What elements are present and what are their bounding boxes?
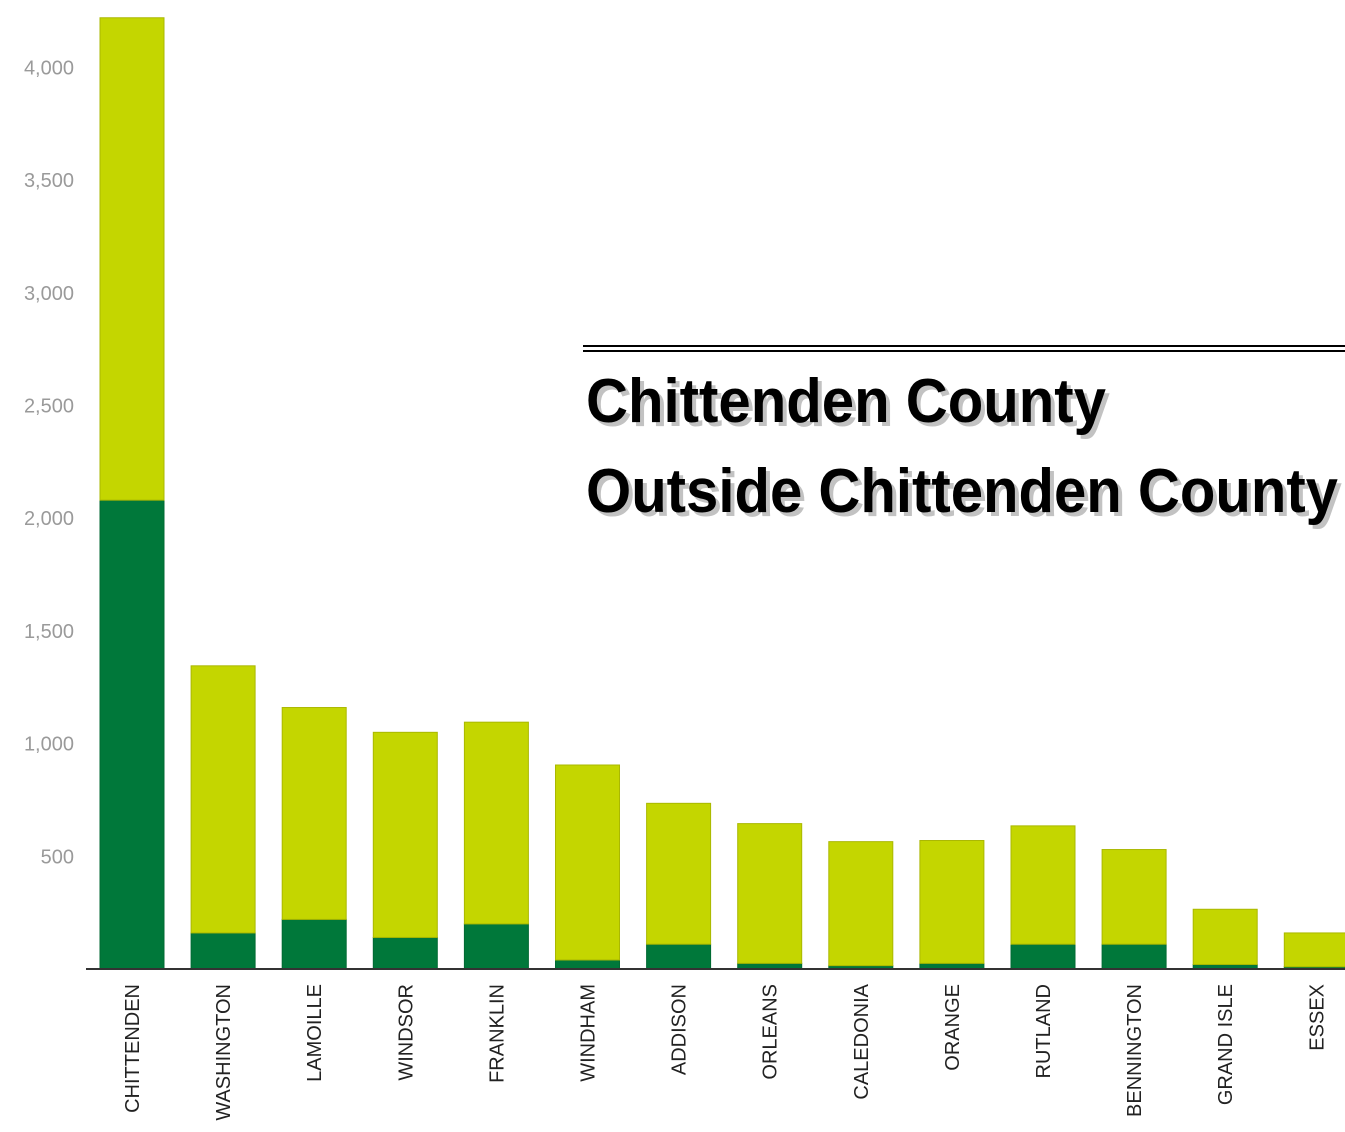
bar-segment-chittenden-county	[646, 943, 712, 970]
bar-segment-chittenden-county	[99, 499, 165, 970]
bar-segment-outside-chittenden	[1101, 849, 1167, 945]
bar-segment-outside-chittenden	[1192, 908, 1258, 965]
bar-segment-chittenden-county	[372, 936, 438, 970]
bar-segment-outside-chittenden	[1283, 932, 1345, 968]
bar-segment-outside-chittenden	[190, 665, 256, 934]
x-tick-label: FRANKLIN	[486, 984, 508, 1083]
bar-segment-outside-chittenden	[555, 764, 620, 961]
legend-entry-chittenden: Chittenden County	[586, 367, 1106, 436]
bar-segment-chittenden-county	[463, 923, 529, 970]
x-tick-label: ESSEX	[1306, 984, 1328, 1051]
bar-segment-outside-chittenden	[737, 823, 803, 964]
bar-segment-chittenden-county	[1101, 943, 1167, 970]
x-tick-label: ORLEANS	[760, 984, 782, 1080]
x-tick-label: RUTLAND	[1033, 984, 1055, 1078]
bar-segment-outside-chittenden	[463, 721, 529, 925]
legend-entry-2-shadow: Outside Chittenden County	[590, 461, 1342, 530]
y-axis: 500 1,000 1,500 2,000 2,500 3,000 3,500 4,000	[24, 57, 74, 868]
x-tick-label: BENNINGTON	[1124, 984, 1146, 1117]
x-tick-label: ORANGE	[942, 984, 964, 1071]
bar-segment-outside-chittenden	[828, 841, 894, 967]
bar-segment-outside-chittenden	[281, 707, 347, 920]
x-tick-label: LAMOILLE	[304, 984, 326, 1082]
x-tick-label: WINDSOR	[395, 984, 417, 1081]
legend: Chittenden County Chittenden County Outs…	[583, 345, 1345, 530]
bar-segment-chittenden-county	[281, 918, 347, 970]
x-axis-labels: CHITTENDEN WASHINGTON LAMOILLE WINDSOR FRANK…	[122, 983, 1328, 1120]
y-tick-label: 1,000	[24, 734, 74, 756]
y-tick-label: 2,500	[24, 395, 74, 417]
bar-segment-chittenden-county	[1010, 943, 1076, 970]
x-tick-label: WASHINGTON	[213, 984, 235, 1121]
x-tick-label: CHITTENDEN	[122, 984, 144, 1113]
y-tick-label: 1,500	[24, 621, 74, 643]
bar-segment-outside-chittenden	[1010, 825, 1076, 945]
y-tick-label: 4,000	[24, 57, 74, 79]
legend-entry-outside: Outside Chittenden County	[586, 457, 1338, 526]
bar-segment-chittenden-county	[555, 959, 620, 970]
y-tick-label: 3,500	[24, 170, 74, 192]
bar-segment-outside-chittenden	[99, 17, 165, 501]
x-tick-label: WINDHAM	[578, 984, 600, 1082]
bar-segment-outside-chittenden	[372, 731, 438, 938]
x-tick-label: ADDISON	[669, 984, 691, 1075]
bar-segment-chittenden-county	[190, 932, 256, 970]
bar-segment-outside-chittenden	[646, 802, 712, 945]
x-tick-label: GRAND ISLE	[1215, 984, 1237, 1105]
y-tick-label: 500	[41, 846, 74, 868]
bars	[99, 17, 1345, 970]
x-tick-label: CALEDONIA	[851, 983, 873, 1099]
bar-segment-outside-chittenden	[919, 840, 985, 964]
legend-entry-1-shadow: Chittenden County	[590, 371, 1110, 440]
y-tick-label: 3,000	[24, 283, 74, 305]
y-tick-label: 2,000	[24, 508, 74, 530]
